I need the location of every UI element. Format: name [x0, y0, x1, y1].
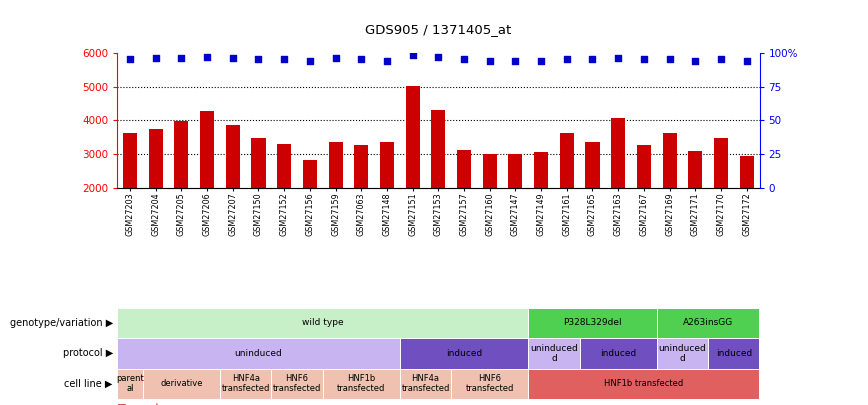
Text: protocol ▶: protocol ▶ [62, 348, 113, 358]
Bar [143, 369, 220, 399]
Bar [483, 154, 496, 188]
Point [148, 55, 162, 61]
Point [688, 58, 702, 64]
Bar [123, 133, 137, 188]
Bar [688, 151, 702, 188]
Text: ■ count: ■ count [117, 403, 160, 405]
Point [457, 56, 471, 63]
Bar [529, 308, 657, 338]
Bar [580, 338, 657, 369]
Text: A263insGG: A263insGG [683, 318, 733, 328]
Bar [400, 369, 451, 399]
Text: cell line ▶: cell line ▶ [64, 379, 113, 389]
Point [201, 53, 214, 60]
Text: HNF6
transfected: HNF6 transfected [465, 374, 514, 393]
Text: derivative: derivative [161, 379, 202, 388]
Bar [226, 125, 240, 188]
Text: GDS905 / 1371405_at: GDS905 / 1371405_at [365, 23, 511, 36]
Bar [534, 152, 549, 188]
Bar [431, 110, 445, 188]
Text: genotype/variation ▶: genotype/variation ▶ [10, 318, 113, 328]
Point [714, 56, 728, 63]
Bar [457, 150, 471, 188]
Point [534, 58, 548, 64]
Bar [657, 338, 708, 369]
Text: P328L329del: P328L329del [563, 318, 621, 328]
Point [586, 56, 600, 63]
Text: uninduced
d: uninduced d [659, 344, 707, 363]
Point [174, 55, 188, 61]
Text: induced: induced [446, 349, 482, 358]
Text: HNF1b transfected: HNF1b transfected [604, 379, 683, 388]
Bar [252, 138, 266, 188]
Point [637, 56, 651, 63]
Point [662, 56, 676, 63]
Bar [354, 145, 368, 188]
Bar [529, 338, 580, 369]
Point [354, 56, 368, 63]
Bar [611, 118, 625, 188]
Bar [405, 85, 420, 188]
Text: uninduced
d: uninduced d [530, 344, 578, 363]
Bar [708, 338, 760, 369]
Text: uninduced: uninduced [234, 349, 282, 358]
Bar [740, 156, 753, 188]
Bar [117, 338, 400, 369]
Point [560, 56, 574, 63]
Text: HNF1b
transfected: HNF1b transfected [337, 374, 385, 393]
Bar [451, 369, 529, 399]
Point [123, 56, 137, 63]
Point [431, 53, 445, 60]
Point [252, 56, 266, 63]
Point [226, 55, 240, 61]
Text: HNF4a
transfected: HNF4a transfected [401, 374, 450, 393]
Bar [637, 145, 651, 188]
Text: wild type: wild type [302, 318, 344, 328]
Bar [117, 308, 529, 338]
Point [483, 58, 496, 64]
Bar [220, 369, 272, 399]
Bar [560, 133, 574, 188]
Bar [200, 111, 214, 188]
Point [611, 55, 625, 61]
Bar [323, 369, 400, 399]
Bar [148, 129, 163, 188]
Point [509, 58, 523, 64]
Point [740, 58, 753, 64]
Bar [380, 142, 394, 188]
Bar [277, 143, 292, 188]
Point [329, 55, 343, 61]
Bar [713, 138, 728, 188]
Text: HNF4a
transfected: HNF4a transfected [221, 374, 270, 393]
Bar [400, 338, 529, 369]
Text: parent
al: parent al [116, 374, 144, 393]
Point [405, 52, 419, 59]
Text: HNF6
transfected: HNF6 transfected [273, 374, 321, 393]
Bar [529, 369, 760, 399]
Bar [657, 308, 760, 338]
Point [277, 56, 291, 63]
Bar [328, 141, 343, 188]
Text: induced: induced [716, 349, 752, 358]
Bar [509, 154, 523, 188]
Bar [272, 369, 323, 399]
Point [303, 58, 317, 64]
Bar [303, 160, 317, 188]
Text: induced: induced [600, 349, 636, 358]
Point [380, 58, 394, 64]
Bar [585, 141, 600, 188]
Bar [117, 369, 143, 399]
Bar [662, 133, 677, 188]
Bar [174, 121, 188, 188]
